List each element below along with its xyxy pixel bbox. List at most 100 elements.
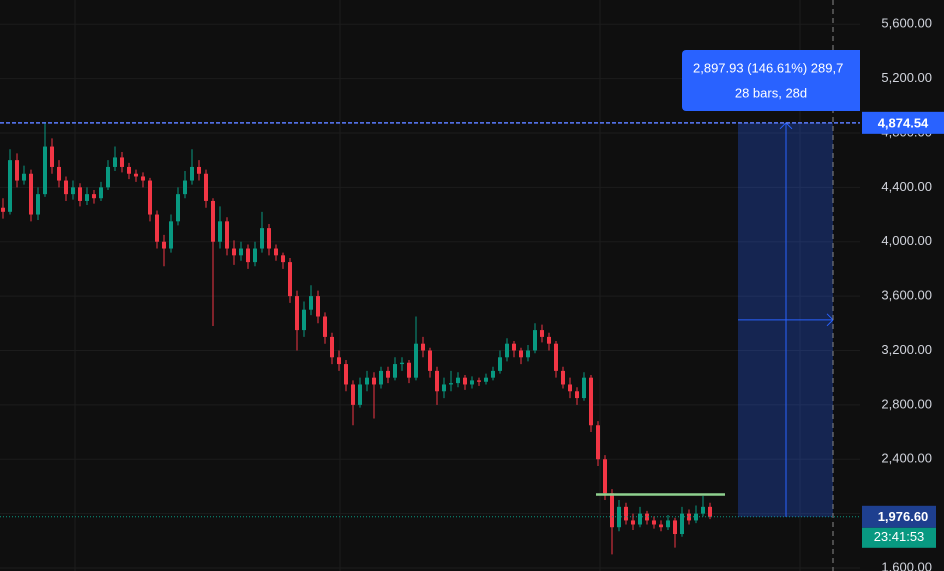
candle-body: [134, 173, 138, 177]
candle-body: [561, 370, 565, 385]
candle-body: [29, 173, 33, 215]
candle-body: [337, 357, 341, 365]
candle-body: [141, 176, 145, 181]
candle-body: [596, 425, 600, 460]
countdown-box: [862, 527, 936, 548]
candle-body: [295, 296, 299, 331]
hline-label-box: [862, 111, 944, 134]
candle-body: [43, 146, 47, 195]
candle-body: [36, 194, 40, 215]
candle-body: [687, 513, 691, 521]
candle-body: [512, 343, 516, 351]
grid: [0, 23, 860, 569]
candle-body: [603, 459, 607, 494]
y-tick-label: 4,000.00: [881, 233, 932, 248]
candle-body: [92, 194, 96, 199]
y-tick-label: 3,200.00: [881, 342, 932, 357]
candle-body: [631, 520, 635, 525]
candle-body: [155, 214, 159, 242]
candle-body: [407, 362, 411, 378]
candle-body: [575, 391, 579, 399]
candle-body: [491, 370, 495, 378]
candle-body: [351, 384, 355, 405]
measure-text-1: 2,897.93 (146.61%) 289,7: [693, 60, 843, 75]
candle-body: [673, 520, 677, 535]
candle-body: [183, 180, 187, 195]
candle-body: [323, 316, 327, 337]
candle-body: [211, 200, 215, 242]
candle-body: [484, 377, 488, 382]
candle-body: [463, 377, 467, 385]
candle-body: [218, 221, 222, 242]
measure-text-2: 28 bars, 28d: [735, 85, 807, 100]
candle-body: [701, 506, 705, 514]
candle-body: [554, 343, 558, 371]
candle-body: [505, 343, 509, 358]
candle-body: [708, 506, 712, 517]
candle-body: [239, 248, 243, 256]
price-axis: 1,600.002,000.002,400.002,800.003,200.00…: [860, 0, 944, 571]
y-tick-label: 3,600.00: [881, 288, 932, 303]
candle-body: [344, 364, 348, 385]
candle-body: [260, 228, 264, 249]
candle-body: [274, 248, 278, 256]
candle-body: [666, 520, 670, 528]
candle-body: [78, 187, 82, 201]
candle-body: [288, 262, 292, 297]
axis-background: [860, 0, 944, 571]
candle-body: [330, 336, 334, 358]
candle-body: [99, 187, 103, 199]
candle-body: [659, 524, 663, 528]
candle-body: [281, 255, 285, 263]
plot: [1, 122, 712, 555]
candle-body: [197, 166, 201, 174]
candle-body: [498, 357, 502, 371]
candle-body: [302, 309, 306, 331]
y-tick-label: 2,400.00: [881, 451, 932, 466]
candle-body: [456, 377, 460, 384]
candle-body: [519, 350, 523, 358]
candle-body: [386, 370, 390, 378]
candle-body: [113, 157, 117, 167]
candle-body: [645, 513, 649, 521]
candle-body: [57, 166, 61, 181]
y-tick-label: 1,600.00: [881, 559, 932, 571]
candle-body: [148, 180, 152, 215]
candle-body: [526, 350, 530, 358]
candle-body: [393, 364, 397, 378]
candle-body: [106, 166, 110, 188]
candle-body: [533, 330, 537, 351]
candle-body: [169, 221, 173, 249]
candle-body: [568, 384, 572, 392]
candle-body: [162, 241, 166, 249]
candle-body: [470, 380, 474, 385]
candle-body: [477, 380, 481, 382]
candle-body: [379, 370, 383, 385]
countdown-label: 23:41:53: [874, 529, 925, 544]
candle-body: [204, 173, 208, 201]
candle-body: [316, 296, 320, 317]
candle-body: [610, 493, 614, 528]
candle-body: [358, 384, 362, 405]
candle-body: [547, 336, 551, 344]
candle-body: [400, 362, 404, 365]
candle-body: [176, 194, 180, 222]
candle-body: [246, 248, 250, 263]
y-tick-label: 2,800.00: [881, 396, 932, 411]
candle-body: [414, 343, 418, 378]
candle-body: [309, 296, 313, 310]
candle-body: [421, 343, 425, 351]
candle-body: [442, 384, 446, 392]
candle-body: [8, 160, 12, 212]
candle-body: [253, 248, 257, 263]
candle-body: [540, 330, 544, 337]
candle-body: [428, 350, 432, 371]
candle-body: [372, 377, 376, 385]
candle-body: [64, 180, 68, 195]
y-tick-label: 5,600.00: [881, 16, 932, 31]
last-price-label: 1,976.60: [878, 509, 929, 524]
candle-body: [638, 513, 642, 525]
candle-body: [71, 187, 75, 195]
candle-body: [589, 377, 593, 426]
